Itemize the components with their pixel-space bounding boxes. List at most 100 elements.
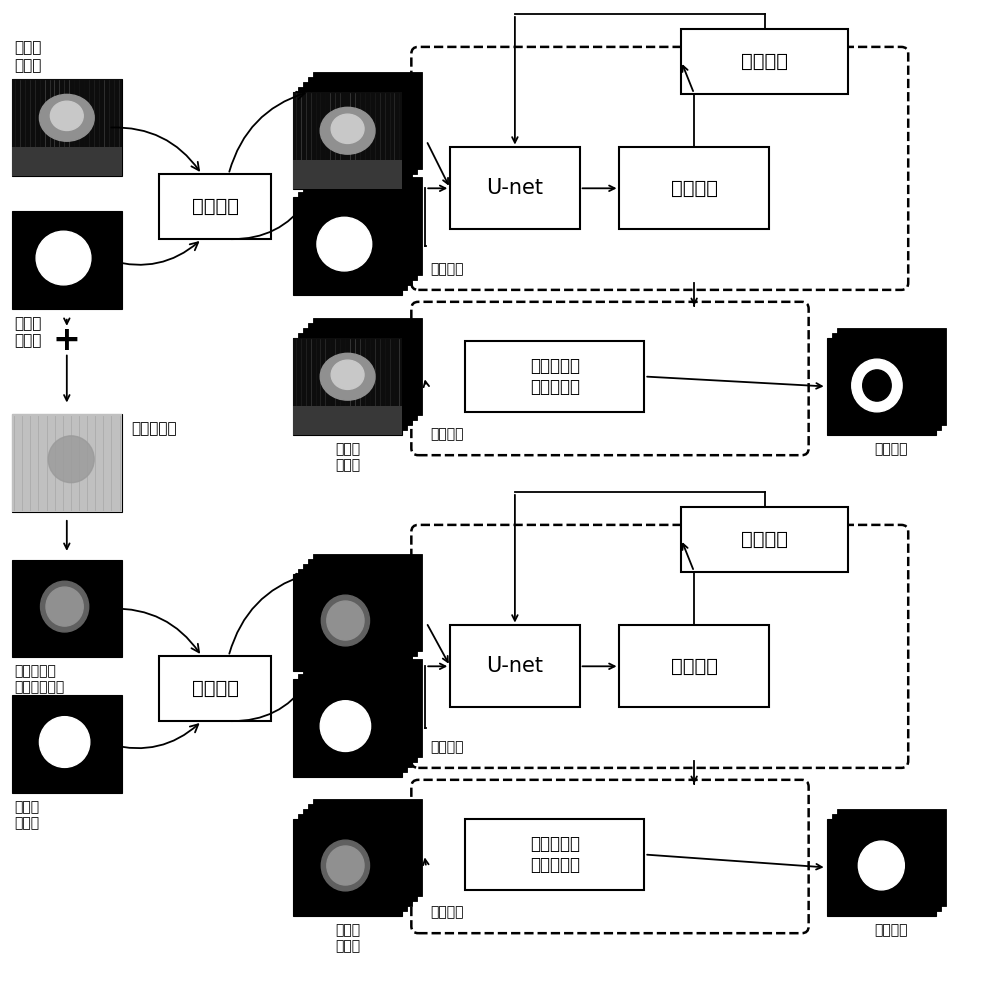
Text: 强度图
训练集: 强度图 训练集 (14, 40, 41, 73)
Text: +: + (53, 324, 80, 357)
FancyBboxPatch shape (313, 799, 422, 896)
Text: 测试过程: 测试过程 (431, 427, 464, 441)
Text: 概率图谱: 概率图谱 (671, 179, 718, 198)
FancyBboxPatch shape (298, 333, 407, 430)
FancyBboxPatch shape (298, 87, 407, 184)
FancyBboxPatch shape (303, 187, 412, 285)
Ellipse shape (332, 360, 364, 389)
Ellipse shape (332, 114, 364, 143)
Ellipse shape (39, 94, 94, 141)
Text: 分割结果: 分割结果 (874, 442, 908, 456)
FancyBboxPatch shape (313, 318, 422, 415)
FancyBboxPatch shape (293, 92, 402, 189)
Text: 原始相位图: 原始相位图 (131, 421, 178, 436)
FancyBboxPatch shape (12, 211, 122, 309)
FancyBboxPatch shape (411, 47, 908, 290)
FancyBboxPatch shape (827, 338, 936, 435)
FancyBboxPatch shape (308, 804, 417, 901)
Ellipse shape (320, 107, 375, 154)
FancyBboxPatch shape (411, 302, 808, 455)
FancyBboxPatch shape (450, 147, 580, 229)
FancyBboxPatch shape (293, 819, 402, 916)
Text: 测试过程: 测试过程 (431, 905, 464, 919)
FancyBboxPatch shape (12, 79, 122, 176)
Ellipse shape (320, 701, 371, 751)
FancyBboxPatch shape (411, 780, 808, 933)
FancyBboxPatch shape (465, 819, 645, 890)
Text: 分割结果: 分割结果 (874, 923, 908, 937)
FancyBboxPatch shape (293, 574, 402, 671)
Text: 第一级全卷
积神经网络: 第一级全卷 积神经网络 (530, 357, 580, 396)
Ellipse shape (48, 436, 94, 483)
FancyBboxPatch shape (827, 819, 936, 916)
Text: 训练过程: 训练过程 (431, 262, 464, 276)
Ellipse shape (322, 840, 370, 891)
Text: 相位图
标签集: 相位图 标签集 (14, 800, 39, 830)
Ellipse shape (50, 101, 83, 130)
Ellipse shape (39, 717, 90, 767)
FancyBboxPatch shape (832, 333, 941, 430)
FancyBboxPatch shape (313, 177, 422, 275)
Text: 数据增强: 数据增强 (191, 197, 238, 216)
Text: 损失函数: 损失函数 (742, 530, 789, 549)
Ellipse shape (322, 595, 370, 646)
FancyBboxPatch shape (298, 814, 407, 911)
Text: 相位图
测试集: 相位图 测试集 (336, 923, 360, 953)
FancyBboxPatch shape (411, 525, 908, 768)
FancyBboxPatch shape (293, 160, 402, 189)
FancyBboxPatch shape (12, 79, 122, 176)
FancyBboxPatch shape (308, 77, 417, 174)
Ellipse shape (327, 601, 364, 640)
Text: 强度图
标签集: 强度图 标签集 (14, 316, 41, 348)
FancyBboxPatch shape (308, 559, 417, 656)
Text: 强度图
测试集: 强度图 测试集 (336, 442, 360, 472)
FancyBboxPatch shape (159, 174, 271, 239)
Text: 第二级全卷
积神经网络: 第二级全卷 积神经网络 (530, 835, 580, 874)
FancyBboxPatch shape (293, 338, 402, 435)
FancyBboxPatch shape (837, 809, 946, 906)
FancyBboxPatch shape (465, 341, 645, 412)
Ellipse shape (858, 841, 904, 890)
FancyBboxPatch shape (450, 625, 580, 707)
FancyBboxPatch shape (159, 656, 271, 721)
FancyBboxPatch shape (293, 92, 402, 189)
Ellipse shape (40, 581, 88, 632)
Text: 去除背景的
相位图训练集: 去除背景的 相位图训练集 (14, 664, 65, 695)
Ellipse shape (317, 217, 372, 271)
FancyBboxPatch shape (12, 414, 122, 512)
FancyBboxPatch shape (298, 674, 407, 772)
FancyBboxPatch shape (12, 695, 122, 793)
FancyBboxPatch shape (308, 664, 417, 762)
FancyBboxPatch shape (303, 809, 412, 906)
FancyBboxPatch shape (303, 564, 412, 661)
FancyBboxPatch shape (619, 147, 769, 229)
Ellipse shape (320, 353, 375, 400)
Ellipse shape (852, 359, 903, 412)
Text: 训练过程: 训练过程 (431, 740, 464, 754)
FancyBboxPatch shape (308, 323, 417, 420)
FancyBboxPatch shape (12, 560, 122, 657)
FancyBboxPatch shape (298, 569, 407, 666)
Ellipse shape (46, 587, 83, 626)
FancyBboxPatch shape (293, 197, 402, 295)
FancyBboxPatch shape (313, 72, 422, 169)
Text: U-net: U-net (487, 656, 543, 676)
Text: U-net: U-net (487, 178, 543, 198)
FancyBboxPatch shape (619, 625, 769, 707)
FancyBboxPatch shape (681, 507, 849, 572)
FancyBboxPatch shape (837, 328, 946, 425)
FancyBboxPatch shape (313, 659, 422, 757)
FancyBboxPatch shape (303, 328, 412, 425)
FancyBboxPatch shape (298, 192, 407, 290)
FancyBboxPatch shape (293, 338, 402, 435)
Text: 概率图谱: 概率图谱 (671, 657, 718, 676)
FancyBboxPatch shape (681, 29, 849, 94)
FancyBboxPatch shape (12, 147, 122, 176)
FancyBboxPatch shape (303, 82, 412, 179)
Text: 损失函数: 损失函数 (742, 52, 789, 71)
Ellipse shape (862, 370, 891, 401)
FancyBboxPatch shape (293, 406, 402, 435)
FancyBboxPatch shape (293, 679, 402, 777)
FancyBboxPatch shape (303, 669, 412, 767)
Text: 数据增强: 数据增强 (191, 679, 238, 698)
